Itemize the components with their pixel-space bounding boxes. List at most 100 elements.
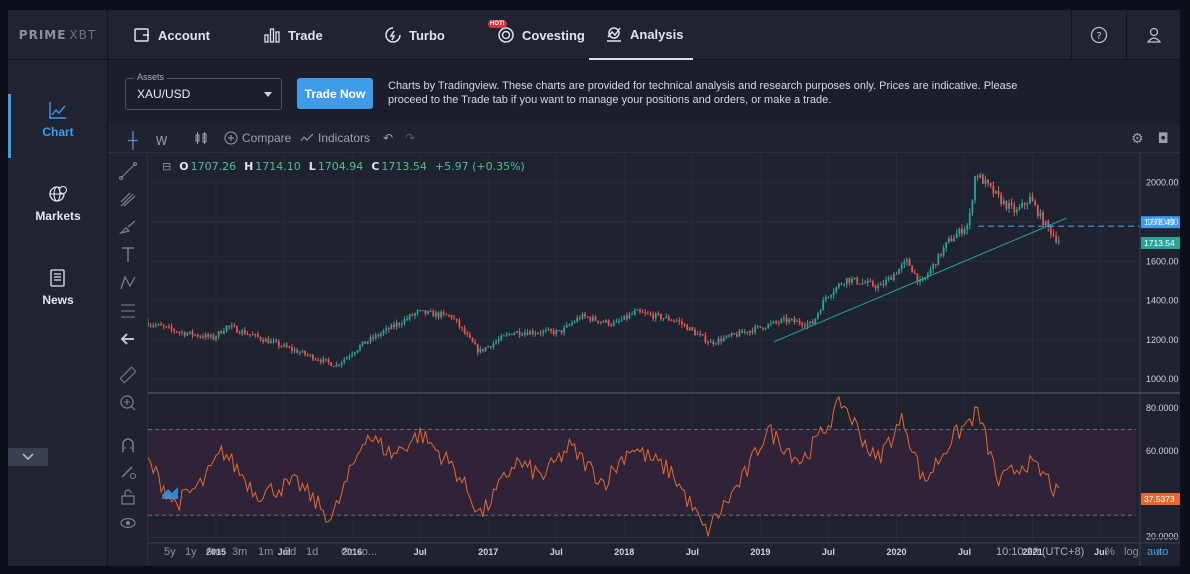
period-5y[interactable]: 5y bbox=[164, 546, 176, 558]
candle bbox=[212, 334, 215, 340]
candle bbox=[356, 350, 359, 353]
help-button[interactable]: ? bbox=[1071, 10, 1125, 60]
candle bbox=[264, 338, 267, 342]
price-chart[interactable]: 1778.49 1713.54 37.5373 ☼ 2015 Jul 2016 Jul 201… bbox=[148, 153, 1180, 566]
magnet-tool[interactable] bbox=[118, 435, 138, 455]
goto-date-button[interactable]: Go to... bbox=[341, 546, 378, 558]
period-1d[interactable]: 1d bbox=[306, 546, 319, 558]
sidebar-item-news[interactable]: News bbox=[8, 252, 108, 322]
profile-button[interactable] bbox=[1126, 10, 1180, 60]
candle bbox=[633, 310, 636, 314]
candle bbox=[160, 324, 162, 326]
candle bbox=[311, 354, 314, 360]
pattern-tool[interactable] bbox=[118, 273, 138, 293]
assets-select[interactable]: Assets XAU/USD bbox=[125, 72, 282, 110]
candle bbox=[620, 319, 623, 321]
candle bbox=[869, 280, 872, 282]
candle bbox=[974, 176, 976, 201]
candle bbox=[890, 277, 893, 280]
period-3m[interactable]: 3m bbox=[232, 546, 248, 558]
crosshair-icon[interactable]: ┼ bbox=[128, 131, 138, 150]
candle bbox=[495, 341, 497, 344]
trade-now-button[interactable]: Trade Now bbox=[297, 78, 373, 109]
candle bbox=[848, 277, 851, 283]
collapse-legend-icon[interactable]: ⊟ bbox=[162, 160, 172, 173]
candle bbox=[489, 346, 492, 348]
candle bbox=[191, 331, 194, 336]
candle bbox=[257, 334, 259, 337]
candle bbox=[775, 321, 777, 323]
auto-scale-toggle[interactable]: auto bbox=[1147, 546, 1169, 558]
assets-value: XAU/USD bbox=[137, 87, 191, 101]
indicators-button[interactable]: Indicators bbox=[300, 131, 370, 145]
candle bbox=[623, 315, 626, 320]
period-1m[interactable]: 1m bbox=[258, 546, 274, 558]
candle bbox=[594, 316, 597, 321]
candle bbox=[796, 320, 798, 322]
visibility-tool[interactable] bbox=[118, 513, 138, 533]
candle bbox=[1018, 207, 1021, 210]
period-5d[interactable]: 5d bbox=[284, 546, 297, 558]
tab-turbo[interactable]: Turbo bbox=[384, 10, 445, 60]
log-scale-toggle[interactable]: log bbox=[1124, 546, 1139, 558]
fib-tool[interactable] bbox=[118, 301, 138, 321]
back-tool[interactable] bbox=[118, 329, 138, 349]
tab-analysis[interactable]: Analysis bbox=[589, 10, 694, 60]
zoom-tool[interactable] bbox=[118, 393, 138, 413]
candle bbox=[709, 341, 712, 343]
candle bbox=[377, 334, 380, 336]
plot-area[interactable]: 1778.49 1713.54 37.5373 ☼ 2015 Jul 2016 Jul 201… bbox=[148, 153, 1180, 566]
brush-tool[interactable] bbox=[118, 217, 138, 237]
candle bbox=[735, 334, 738, 337]
candle bbox=[432, 311, 435, 317]
candle bbox=[680, 321, 683, 325]
tab-account[interactable]: Account bbox=[133, 10, 210, 60]
candle bbox=[332, 366, 335, 368]
high-value: 1714.10 bbox=[255, 160, 301, 173]
redo-icon[interactable]: ↷ bbox=[405, 131, 416, 145]
candle bbox=[544, 330, 547, 332]
candle bbox=[233, 325, 236, 327]
axis-settings-icon: ☼ bbox=[1154, 548, 1163, 559]
candle bbox=[364, 341, 367, 344]
candle bbox=[474, 342, 477, 345]
lock-tool[interactable] bbox=[118, 487, 138, 507]
candle bbox=[631, 313, 634, 315]
trendline-tool[interactable] bbox=[118, 161, 138, 181]
pitchfork-tool[interactable] bbox=[118, 189, 138, 209]
candle bbox=[1010, 202, 1013, 206]
candle bbox=[704, 335, 707, 343]
compare-button[interactable]: Compare bbox=[224, 131, 291, 145]
collapse-toolbar-button[interactable] bbox=[8, 448, 48, 466]
tab-covesting[interactable]: HOT! Covesting bbox=[488, 10, 585, 60]
y-tick-label: 1400.00 bbox=[1146, 296, 1179, 306]
stay-drawing-tool[interactable] bbox=[118, 461, 138, 481]
sidebar-item-chart[interactable]: Chart bbox=[8, 84, 108, 158]
brand-logo[interactable]: PRIME XBT bbox=[8, 10, 108, 60]
interval-button[interactable]: W bbox=[155, 133, 168, 148]
period-1y[interactable]: 1y bbox=[185, 546, 197, 558]
period-6m[interactable]: 6m bbox=[206, 546, 222, 558]
candle bbox=[715, 343, 717, 345]
sidebar-item-markets[interactable]: Markets bbox=[8, 168, 108, 238]
undo-icon[interactable]: ↶ bbox=[383, 131, 394, 145]
candle-style-button[interactable] bbox=[194, 131, 212, 145]
help-icon: ? bbox=[1090, 26, 1107, 44]
candle bbox=[1013, 205, 1016, 213]
ruler-tool[interactable] bbox=[118, 365, 138, 385]
camera-icon[interactable]: ◘ bbox=[1157, 131, 1169, 147]
percent-scale-toggle[interactable]: % bbox=[1105, 546, 1115, 558]
candle bbox=[1000, 194, 1003, 205]
candle bbox=[168, 326, 170, 328]
hot-badge: HOT! bbox=[488, 20, 507, 28]
candle bbox=[819, 310, 822, 314]
candle bbox=[1055, 235, 1058, 242]
candle bbox=[309, 354, 312, 356]
text-tool[interactable] bbox=[118, 245, 138, 265]
tab-trade[interactable]: Trade bbox=[263, 10, 323, 60]
candle bbox=[652, 314, 654, 319]
settings-icon[interactable]: ⚙ bbox=[1131, 131, 1144, 147]
candle bbox=[183, 332, 186, 336]
candle bbox=[767, 324, 770, 329]
candle bbox=[942, 247, 945, 256]
